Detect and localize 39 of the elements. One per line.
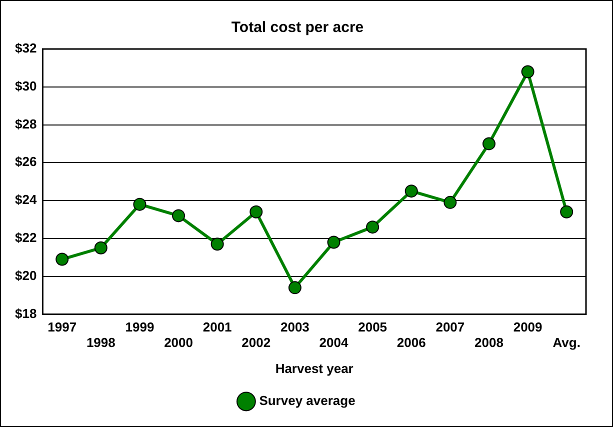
- y-tick-label: $32: [14, 40, 37, 56]
- x-tick-label: 2001: [202, 320, 232, 335]
- point: [521, 65, 534, 78]
- x-tick-label: 2005: [358, 320, 388, 335]
- y-tick-label: $18: [14, 306, 37, 321]
- x-tick-label: 2003: [280, 320, 310, 335]
- point: [327, 236, 340, 249]
- chart-title: Total cost per acre: [231, 19, 364, 36]
- point: [210, 238, 224, 251]
- point: [133, 198, 146, 211]
- x-tick-label: 2007: [436, 320, 465, 335]
- x-tick-label: 1998: [86, 335, 116, 350]
- point: [444, 196, 457, 209]
- y-tick-label: $28: [14, 116, 37, 132]
- point: [250, 205, 263, 218]
- point: [94, 241, 108, 254]
- legend-label: Survey average: [259, 393, 356, 408]
- y-tick-label: $30: [14, 78, 37, 94]
- point: [404, 184, 418, 198]
- x-tick-label: 2000: [164, 335, 193, 350]
- x-tick-label: 2009: [513, 320, 542, 335]
- y-tick-label: $22: [14, 230, 37, 246]
- point: [560, 205, 574, 218]
- x-tick-label: Avg.: [552, 335, 580, 350]
- point: [288, 281, 302, 294]
- x-tick-label: 2006: [396, 335, 426, 350]
- point: [482, 137, 496, 150]
- x-tick-label: 2002: [242, 335, 271, 350]
- point: [172, 209, 186, 222]
- point: [56, 252, 69, 266]
- y-tick-label: $24: [14, 192, 38, 208]
- x-tick-label: 1999: [125, 320, 154, 335]
- x-tick-label: 2004: [319, 335, 349, 350]
- x-axis-title: Harvest year: [275, 360, 354, 376]
- y-tick-label: $20: [14, 268, 37, 283]
- y-tick-label: $26: [14, 154, 37, 170]
- point: [366, 220, 380, 234]
- x-tick-label: 2008: [474, 335, 504, 350]
- x-tick-label: 1997: [48, 320, 77, 335]
